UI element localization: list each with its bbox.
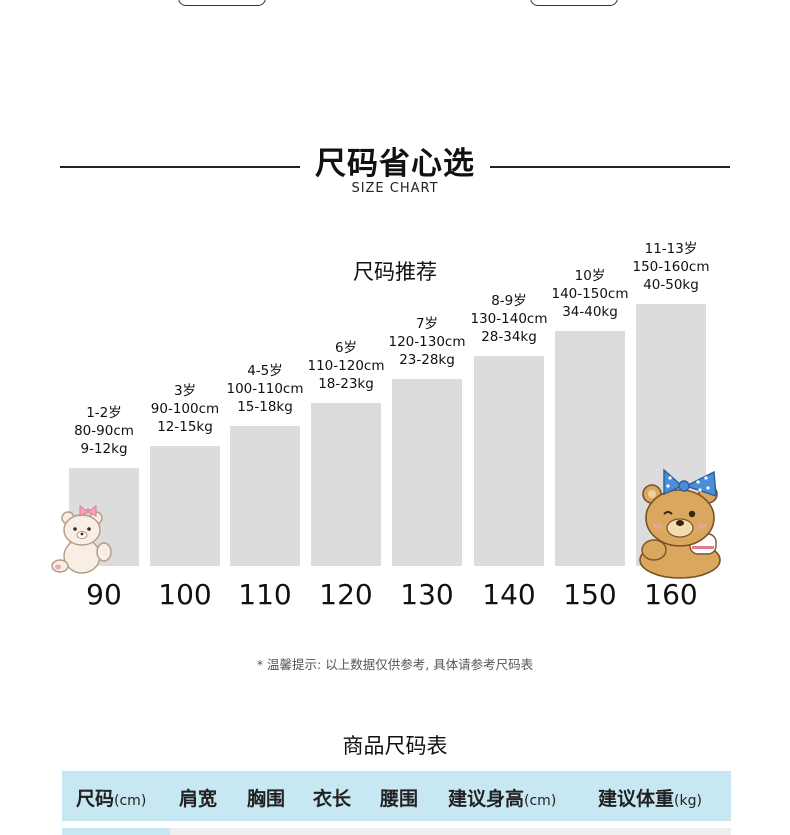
size-label: 110 (238, 578, 292, 611)
top-tab-right (530, 0, 618, 6)
bar-label-height: 140-150cm (551, 286, 629, 302)
bar-label: 4-5岁 100-110cm 15-18kg (210, 362, 320, 416)
size-bar (150, 446, 220, 566)
bar-label-weight: 12-15kg (157, 419, 213, 435)
bar-label-age: 4-5岁 (247, 363, 283, 379)
size-label: 100 (158, 578, 212, 611)
bar-label: 10岁 140-150cm 34-40kg (535, 267, 645, 321)
bar-label-age: 3岁 (173, 383, 197, 399)
bar-label-age: 7岁 (415, 316, 439, 332)
size-label: 120 (319, 578, 373, 611)
page-subtitle: SIZE CHART (351, 181, 439, 196)
bar-label-weight: 9-12kg (80, 441, 128, 457)
bar-label-age: 8-9岁 (491, 293, 527, 309)
bar-label-age: 6岁 (334, 340, 358, 356)
size-bar (392, 379, 462, 566)
title-line-right (490, 166, 730, 168)
bear-blue-bow-icon (639, 468, 721, 579)
bar-label: 6岁 110-120cm 18-23kg (291, 339, 401, 393)
th-chest: 胸围 (247, 788, 286, 810)
top-tab-left (178, 0, 266, 6)
size-label: 140 (482, 578, 536, 611)
page-title: 尺码省心选 (315, 146, 475, 182)
bar-label: 3岁 90-100cm 12-15kg (130, 382, 240, 436)
size-label: 90 (86, 578, 122, 611)
th-size: 尺码(cm) (76, 788, 147, 810)
th-length: 衣长 (313, 788, 352, 810)
bar-label-weight: 40-50kg (643, 277, 699, 293)
bar-label-weight: 28-34kg (481, 329, 537, 345)
recommendation-title: 尺码推荐 (353, 260, 437, 284)
size-bar (311, 403, 381, 566)
bar-label-height: 130-140cm (470, 311, 548, 327)
bear-pink-bow-icon (51, 505, 112, 574)
bar-label-age: 11-13岁 (644, 241, 698, 257)
th-height: 建议身高(cm) (448, 788, 557, 810)
size-chart-header: 尺码省心选 (60, 138, 730, 182)
title-line-left (60, 166, 300, 168)
table-row (62, 828, 731, 835)
th-waist: 腰围 (380, 788, 419, 810)
bar-label-weight: 18-23kg (318, 376, 374, 392)
table-cell (62, 828, 170, 835)
bar-label-height: 80-90cm (74, 423, 134, 439)
bar-label-age: 10岁 (574, 268, 606, 284)
th-weight: 建议体重(kg) (598, 788, 702, 810)
size-bar (474, 356, 544, 566)
th-shoulder: 肩宽 (179, 788, 218, 810)
bar-label: 7岁 120-130cm 23-28kg (372, 315, 482, 369)
bar-label: 11-13岁 150-160cm 40-50kg (616, 240, 726, 294)
size-notice: * 温馨提示: 以上数据仅供参考, 具体请参考尺码表 (256, 657, 534, 672)
size-label: 160 (644, 578, 698, 611)
size-table-header: 尺码(cm) 肩宽 胸围 衣长 腰围 建议身高(cm) 建议体重(kg) (62, 771, 731, 821)
bar-label-height: 120-130cm (388, 334, 466, 350)
bar-label-age: 1-2岁 (86, 405, 122, 421)
size-label: 130 (400, 578, 454, 611)
bar-label-height: 90-100cm (150, 401, 220, 417)
bar-label: 8-9岁 130-140cm 28-34kg (454, 292, 564, 346)
bar-label-weight: 34-40kg (562, 304, 618, 320)
size-bar (555, 331, 625, 566)
bar-label-height: 150-160cm (632, 259, 710, 275)
bar-label-weight: 23-28kg (399, 352, 455, 368)
size-bar (230, 426, 300, 566)
bar-label-height: 100-110cm (226, 381, 304, 397)
bar-label-weight: 15-18kg (237, 399, 293, 415)
size-table-title: 商品尺码表 (342, 734, 448, 758)
bar-label: 1-2岁 80-90cm 9-12kg (49, 404, 159, 458)
bar-label-height: 110-120cm (307, 358, 385, 374)
size-label: 150 (563, 578, 617, 611)
